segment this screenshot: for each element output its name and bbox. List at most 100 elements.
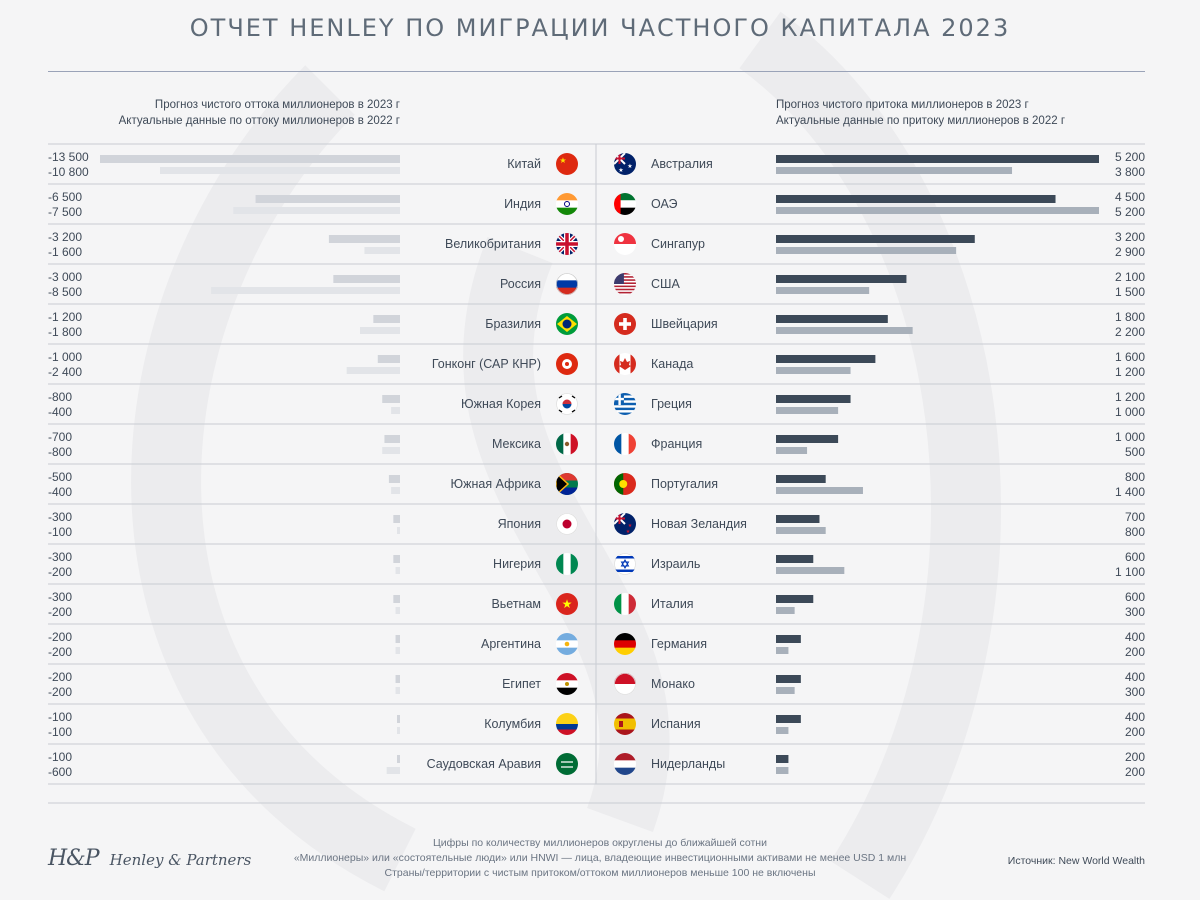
outflow-value-2022: -1 800: [48, 325, 82, 339]
inflow-country-label: Австралия: [651, 157, 713, 171]
outflow-bar-2022: [395, 647, 400, 654]
france-flag-icon: [614, 433, 636, 455]
outflow-country-label: Египет: [502, 677, 541, 691]
inflow-value-2022: 1 000: [1115, 405, 1145, 419]
india-flag-icon: [556, 193, 578, 215]
italy-flag-icon: [614, 593, 636, 615]
inflow-value-2022: 2 200: [1115, 325, 1145, 339]
outflow-bar-2022: [360, 327, 400, 334]
inflow-value-2022: 1 100: [1115, 565, 1145, 579]
inflow-value-2022: 200: [1125, 725, 1145, 739]
inflow-country-label: Франция: [651, 437, 702, 451]
saudiarabia-flag-icon: [556, 753, 578, 775]
inflow-bar-2023: [776, 755, 789, 763]
inflow-country-label: Швейцария: [651, 317, 718, 331]
usa-flag-icon: [614, 273, 636, 295]
outflow-value-2022: -200: [48, 645, 72, 659]
inflow-value-2022: 300: [1125, 685, 1145, 699]
greece-flag-icon: [614, 393, 636, 415]
singapore-flag-icon: [614, 233, 636, 255]
inflow-country-label: Сингапур: [651, 237, 705, 251]
inflow-value-2023: 1 800: [1115, 310, 1145, 324]
newzealand-flag-icon: ★★: [614, 513, 636, 535]
outflow-value-2023: -300: [48, 510, 72, 524]
outflow-bar-2022: [397, 727, 400, 734]
inflow-bar-2023: [776, 435, 839, 443]
footnote-definition: «Миллионеры» или «состоятельные люди» ил…: [293, 852, 907, 864]
inflow-value-2023: 3 200: [1115, 230, 1145, 244]
russia-flag-icon: [556, 273, 578, 295]
inflow-country-label: Испания: [651, 717, 701, 731]
outflow-bar-2023: [373, 315, 400, 323]
inflow-bar-2022: [776, 727, 789, 734]
inflow-bar-2022: [776, 167, 1013, 174]
svg-text:★: ★: [627, 163, 632, 170]
outflow-bar-2023: [382, 395, 400, 403]
inflow-value-2023: 400: [1125, 710, 1145, 724]
inflow-bar-2022: [776, 247, 957, 254]
inflow-value-2022: 5 200: [1115, 205, 1145, 219]
footnote-rounding: Цифры по количеству миллионеров округлен…: [433, 837, 767, 849]
outflow-bar-2022: [397, 527, 400, 534]
inflow-value-2023: 400: [1125, 670, 1145, 684]
israel-flag-icon: [614, 553, 636, 575]
inflow-country-label: Португалия: [651, 477, 718, 491]
inflow-bar-2022: [776, 687, 795, 694]
outflow-value-2022: -1 600: [48, 245, 82, 259]
svg-text:★: ★: [562, 597, 573, 611]
mexico-flag-icon: [556, 433, 578, 455]
outflow-value-2022: -8 500: [48, 285, 82, 299]
portugal-flag-icon: [614, 473, 636, 495]
outflow-value-2023: -200: [48, 630, 72, 644]
argentina-flag-icon: [556, 633, 578, 655]
outflow-bar-2022: [395, 567, 400, 574]
netherlands-flag-icon: [614, 753, 636, 775]
outflow-value-2022: -800: [48, 445, 72, 459]
outflow-bar-2023: [393, 595, 400, 603]
inflow-value-2023: 4 500: [1115, 190, 1145, 204]
outflow-bar-2022: [364, 247, 400, 254]
outflow-value-2023: -6 500: [48, 190, 82, 204]
japan-flag-icon: [556, 513, 578, 535]
colombia-flag-icon: [556, 713, 578, 735]
inflow-bar-2022: [776, 527, 826, 534]
outflow-value-2022: -100: [48, 525, 72, 539]
outflow-value-2023: -300: [48, 550, 72, 564]
inflow-bar-2023: [776, 475, 826, 483]
outflow-bar-2022: [391, 407, 400, 414]
outflow-bar-2023: [328, 235, 400, 243]
inflow-country-label: Новая Зеландия: [651, 517, 747, 531]
outflow-country-label: Индия: [504, 197, 541, 211]
inflow-bar-2022: [776, 487, 863, 494]
spain-flag-icon: [614, 713, 636, 735]
inflow-value-2022: 2 900: [1115, 245, 1145, 259]
inflow-bar-2023: [776, 715, 801, 723]
outflow-value-2023: -13 500: [48, 150, 89, 164]
inflow-bar-2022: [776, 367, 851, 374]
outflow-bar-2022: [233, 207, 400, 214]
inflow-country-label: Германия: [651, 637, 707, 651]
inflow-value-2022: 1 500: [1115, 285, 1145, 299]
outflow-country-label: Колумбия: [484, 717, 541, 731]
inflow-value-2022: 200: [1125, 645, 1145, 659]
inflow-bar-2023: [776, 515, 820, 523]
inflow-country-label: Канада: [651, 357, 693, 371]
outflow-value-2022: -200: [48, 605, 72, 619]
nigeria-flag-icon: [556, 553, 578, 575]
inflow-country-label: Нидерланды: [651, 757, 725, 771]
inflow-value-2023: 700: [1125, 510, 1145, 524]
inflow-bar-2022: [776, 407, 839, 414]
outflow-bar-2023: [397, 715, 400, 723]
inflow-country-label: США: [651, 277, 680, 291]
egypt-flag-icon: [556, 673, 578, 695]
outflow-value-2022: -400: [48, 485, 72, 499]
outflow-bar-2022: [395, 687, 400, 694]
outflow-country-label: Южная Африка: [451, 477, 542, 491]
inflow-bar-2022: [776, 567, 845, 574]
outflow-bar-2023: [333, 275, 400, 283]
outflow-country-label: Южная Корея: [461, 397, 541, 411]
inflow-value-2022: 300: [1125, 605, 1145, 619]
inflow-value-2023: 1 000: [1115, 430, 1145, 444]
vietnam-flag-icon: ★: [556, 593, 578, 615]
outflow-value-2022: -200: [48, 565, 72, 579]
